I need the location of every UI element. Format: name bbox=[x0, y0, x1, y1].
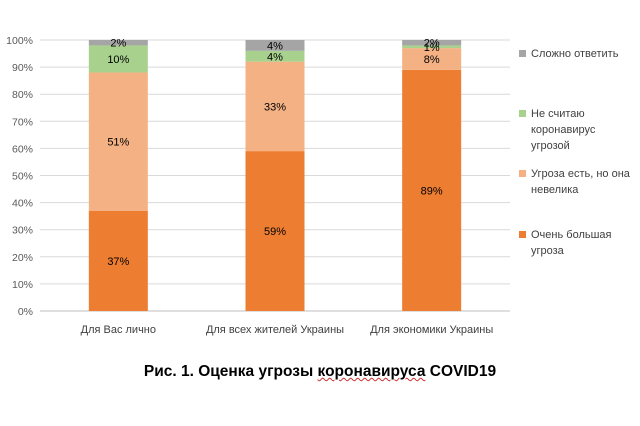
y-tick-label: 10% bbox=[12, 279, 33, 291]
bar-segment bbox=[402, 69, 462, 311]
bar-segment bbox=[88, 45, 148, 73]
bar-segment bbox=[88, 72, 148, 211]
bar-segment bbox=[88, 210, 148, 311]
y-tick-label: 60% bbox=[12, 143, 33, 155]
bars bbox=[88, 40, 462, 311]
bar-segment bbox=[245, 61, 305, 152]
data-label: 2% bbox=[110, 38, 126, 50]
data-label: 89% bbox=[421, 185, 443, 197]
category-labels: Для Вас лично Для всех жителей Украины Для… bbox=[81, 324, 494, 336]
bar-segment bbox=[88, 40, 148, 46]
data-label: 33% bbox=[264, 101, 286, 113]
y-tick-label: 40% bbox=[12, 198, 33, 210]
bar-segment bbox=[402, 45, 462, 49]
legend-item: Не считаю коронавирус угрозой bbox=[519, 108, 596, 152]
legend-item: Угроза есть, но она невелика bbox=[519, 168, 631, 196]
y-tick-label: 90% bbox=[12, 62, 33, 74]
bar-segment bbox=[245, 40, 305, 51]
bar-segment bbox=[402, 40, 462, 46]
legend-label: Не считаю коронавирус угрозой bbox=[531, 108, 596, 152]
category-label: Для Вас лично bbox=[81, 324, 156, 336]
legend-label: Очень большая угроза bbox=[531, 229, 612, 257]
data-label: 10% bbox=[107, 54, 129, 66]
legend-swatch bbox=[519, 170, 526, 177]
y-tick-label: 100% bbox=[6, 35, 33, 47]
data-labels: 37%51%10%2%59%33%4%4%89%8%1%2% bbox=[107, 38, 443, 268]
legend-label: Угроза есть, но она невелика bbox=[531, 168, 631, 196]
data-label: 4% bbox=[267, 51, 283, 63]
caption-suffix: COVID19 bbox=[425, 363, 497, 380]
y-tick-label: 0% bbox=[18, 306, 33, 318]
category-label: Для экономики Украины bbox=[370, 324, 493, 336]
y-tick-label: 70% bbox=[12, 116, 33, 128]
data-label: 51% bbox=[107, 137, 129, 149]
data-label: 59% bbox=[264, 226, 286, 238]
y-tick-label: 30% bbox=[12, 225, 33, 237]
legend-swatch bbox=[519, 50, 526, 57]
data-label: 8% bbox=[424, 54, 440, 66]
y-axis-ticks: 0% 10% 20% 30% 40% 50% 60% 70% 80% 90% 100% bbox=[6, 35, 33, 318]
data-label: 2% bbox=[424, 38, 440, 50]
caption-underlined-word: коронавируса bbox=[317, 363, 426, 380]
legend-swatch bbox=[519, 110, 526, 117]
bar-segment bbox=[245, 151, 305, 311]
stacked-bar-chart: 0% 10% 20% 30% 40% 50% 60% 70% 80% 90% 100% 37% 51%… bbox=[6, 35, 631, 336]
caption-prefix: Рис. 1. Оценка угрозы bbox=[143, 363, 318, 380]
legend-swatch bbox=[519, 231, 526, 238]
y-tick-label: 50% bbox=[12, 171, 33, 183]
legend: Сложно ответить Не считаю коронавирус угроз… bbox=[519, 48, 631, 257]
bar-segment bbox=[245, 50, 305, 62]
category-label: Для всех жителей Украины bbox=[206, 324, 344, 336]
data-label: 37% bbox=[107, 256, 129, 268]
data-label: 1% bbox=[424, 42, 440, 54]
legend-item: Очень большая угроза bbox=[519, 229, 612, 257]
data-label: 4% bbox=[267, 40, 283, 52]
y-tick-label: 20% bbox=[12, 252, 33, 264]
bar-segment bbox=[402, 48, 462, 70]
y-tick-label: 80% bbox=[12, 89, 33, 101]
legend-item: Сложно ответить bbox=[519, 48, 619, 60]
legend-label: Сложно ответить bbox=[531, 48, 619, 60]
figure-caption: Рис. 1. Оценка угрозы коронавируса COVID… bbox=[0, 363, 640, 381]
